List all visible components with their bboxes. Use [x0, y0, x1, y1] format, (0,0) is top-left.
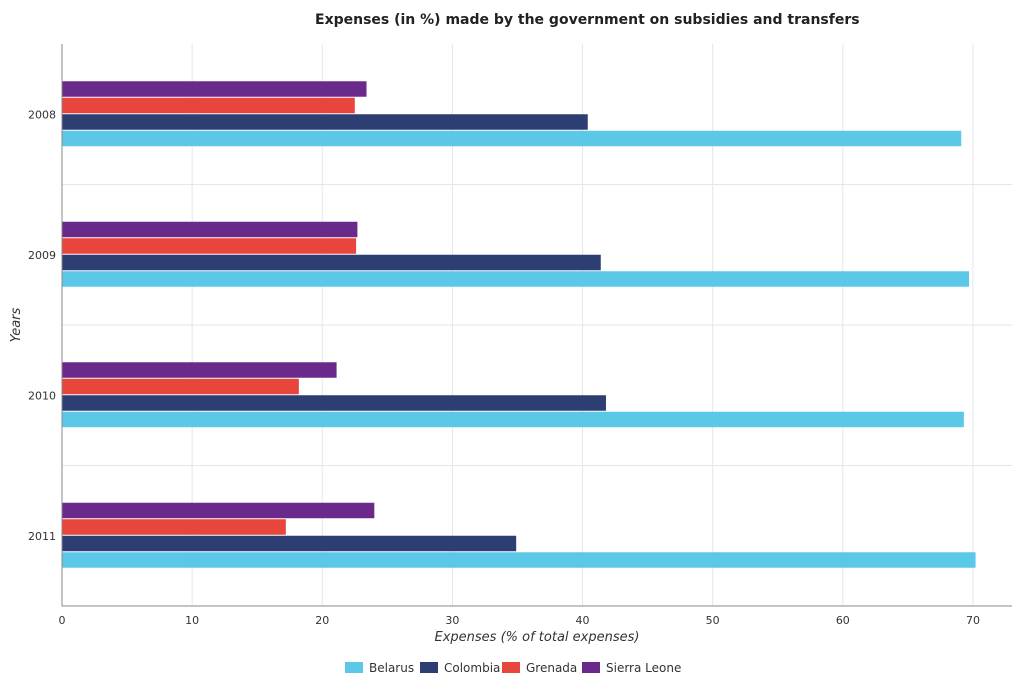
- y-tick-label: 2011: [28, 530, 56, 543]
- bar-grenada-2010: [62, 378, 299, 395]
- y-tick-label: 2010: [28, 389, 56, 402]
- legend-swatch: [345, 662, 363, 673]
- legend-swatch: [582, 662, 600, 673]
- x-tick-label: 0: [59, 614, 66, 627]
- bar-colombia-2008: [62, 114, 588, 130]
- bar-colombia-2009: [62, 254, 601, 271]
- chart-title: Expenses (in %) made by the government o…: [315, 12, 860, 28]
- x-tick-label: 70: [966, 614, 980, 627]
- y-tick-label: 2008: [28, 108, 56, 121]
- bar-grenada-2009: [62, 238, 357, 254]
- legend-label: Grenada: [526, 661, 577, 675]
- legend-swatch: [420, 662, 438, 673]
- x-tick-label: 20: [315, 614, 329, 627]
- x-tick-label: 40: [576, 614, 590, 627]
- bar-colombia-2010: [62, 395, 606, 411]
- legend: Belarus Colombia Grenada Sierra Leone: [345, 661, 681, 675]
- legend-label: Colombia: [444, 661, 500, 675]
- x-ticks: 0 10 20 30 40 50 60 70: [59, 614, 980, 627]
- x-axis-label: Expenses (% of total expenses): [435, 630, 640, 645]
- x-tick-label: 10: [185, 614, 199, 627]
- bars: [62, 81, 976, 568]
- bar-grenada-2008: [62, 97, 355, 114]
- bar-colombia-2011: [62, 535, 517, 552]
- bar-belarus-2008: [62, 130, 962, 147]
- bar-sierra-leone-2010: [62, 362, 337, 378]
- x-tick-label: 50: [706, 614, 720, 627]
- y-tick-label: 2009: [28, 249, 56, 262]
- legend-label: Belarus: [369, 661, 414, 675]
- bar-belarus-2009: [62, 271, 970, 287]
- bar-sierra-leone-2011: [62, 502, 375, 519]
- bar-sierra-leone-2008: [62, 81, 367, 97]
- legend-swatch: [502, 662, 520, 673]
- x-tick-label: 30: [445, 614, 459, 627]
- bar-sierra-leone-2009: [62, 221, 358, 238]
- bar-grenada-2011: [62, 519, 286, 535]
- y-axis-label: Years: [9, 307, 24, 342]
- legend-label: Sierra Leone: [606, 661, 681, 675]
- y-ticks: 2008 2009 2010 2011: [28, 108, 56, 543]
- bar-belarus-2010: [62, 411, 964, 428]
- bar-belarus-2011: [62, 552, 976, 568]
- x-tick-label: 60: [836, 614, 850, 627]
